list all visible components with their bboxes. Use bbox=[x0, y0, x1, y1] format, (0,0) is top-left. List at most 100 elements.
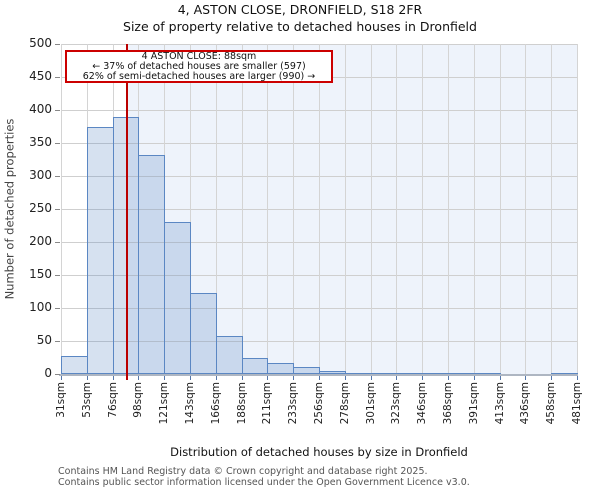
x-tick-label: 233sqm bbox=[287, 382, 300, 425]
x-tick-label: 346sqm bbox=[416, 382, 429, 425]
x-tick-label: 121sqm bbox=[158, 382, 171, 425]
property-size-marker-line bbox=[126, 44, 128, 380]
x-tick-mark bbox=[293, 376, 295, 380]
y-tick-label: 500 bbox=[29, 36, 52, 50]
x-tick-label: 323sqm bbox=[390, 382, 403, 425]
y-tick-mark bbox=[55, 176, 60, 177]
x-tick-label: 368sqm bbox=[442, 382, 454, 425]
histogram-bar bbox=[61, 356, 88, 374]
x-tick-label: 256sqm bbox=[313, 382, 325, 425]
v-gridline bbox=[473, 44, 475, 374]
histogram-bar bbox=[293, 366, 320, 374]
v-gridline bbox=[344, 44, 346, 374]
x-tick-mark bbox=[525, 376, 527, 380]
x-tick-mark bbox=[215, 376, 217, 380]
chart-subtitle: Size of property relative to detached ho… bbox=[123, 19, 477, 34]
y-tick-label: 400 bbox=[29, 102, 52, 116]
x-tick-mark bbox=[241, 376, 243, 380]
v-gridline bbox=[190, 44, 191, 374]
histogram-bar bbox=[164, 222, 191, 374]
y-tick-mark bbox=[55, 209, 60, 210]
y-tick-mark bbox=[55, 374, 60, 375]
v-gridline bbox=[293, 44, 295, 374]
v-gridline bbox=[448, 44, 449, 374]
x-tick-label: 391sqm bbox=[467, 382, 480, 425]
x-tick-label: 436sqm bbox=[519, 382, 532, 425]
v-gridline bbox=[525, 44, 527, 374]
chart-title: 4, ASTON CLOSE, DRONFIELD, S18 2FR bbox=[177, 2, 423, 17]
y-tick-label: 250 bbox=[29, 201, 52, 215]
x-tick-mark bbox=[577, 376, 578, 380]
annotation-box: 4 ASTON CLOSE: 88sqm ← 37% of detached h… bbox=[65, 50, 333, 83]
footer-line-1: Contains HM Land Registry data © Crown c… bbox=[58, 466, 428, 477]
y-tick-label: 100 bbox=[29, 300, 52, 314]
y-tick-label: 350 bbox=[29, 135, 52, 149]
y-tick-label: 450 bbox=[29, 69, 52, 83]
annotation-property: 4 ASTON CLOSE: 88sqm bbox=[141, 51, 257, 62]
histogram-bar bbox=[215, 335, 243, 374]
v-gridline bbox=[577, 44, 578, 374]
v-gridline bbox=[241, 44, 243, 374]
y-tick-mark bbox=[55, 44, 60, 45]
footer-line-2: Contains public sector information licen… bbox=[58, 476, 470, 488]
v-gridline bbox=[551, 44, 553, 374]
y-tick-label: 200 bbox=[29, 234, 52, 248]
v-gridline bbox=[319, 44, 320, 374]
x-tick-mark bbox=[551, 376, 553, 380]
x-tick-label: 98sqm bbox=[132, 382, 145, 418]
x-tick-mark bbox=[138, 376, 140, 380]
v-gridline bbox=[499, 44, 501, 374]
x-tick-mark bbox=[499, 376, 501, 380]
histogram-bar bbox=[241, 357, 269, 374]
v-gridline bbox=[396, 44, 398, 374]
x-tick-mark bbox=[267, 376, 269, 380]
y-tick-label: 300 bbox=[29, 168, 52, 182]
x-axis-title: Distribution of detached houses by size … bbox=[170, 445, 468, 459]
x-tick-mark bbox=[422, 376, 424, 380]
x-tick-mark bbox=[190, 376, 191, 380]
y-tick-label: 0 bbox=[44, 366, 52, 380]
histogram-bar bbox=[86, 126, 114, 374]
x-tick-label: 76sqm bbox=[106, 382, 119, 418]
histogram-bar bbox=[190, 292, 217, 374]
histogram-bar bbox=[267, 362, 295, 374]
x-tick-mark bbox=[448, 376, 449, 380]
v-gridline bbox=[61, 44, 62, 374]
x-tick-mark bbox=[319, 376, 320, 380]
x-tick-mark bbox=[112, 376, 114, 380]
y-tick-mark bbox=[55, 110, 60, 111]
x-tick-label: 278sqm bbox=[338, 382, 351, 425]
y-tick-mark bbox=[55, 275, 60, 276]
y-tick-label: 150 bbox=[29, 267, 52, 281]
x-tick-mark bbox=[396, 376, 398, 380]
x-tick-mark bbox=[86, 376, 88, 380]
v-gridline bbox=[267, 44, 269, 374]
v-gridline bbox=[215, 44, 217, 374]
x-tick-label: 188sqm bbox=[235, 382, 248, 425]
footer: Contains HM Land Registry data © Crown c… bbox=[58, 466, 470, 488]
x-tick-mark bbox=[164, 376, 166, 380]
x-tick-label: 211sqm bbox=[261, 382, 274, 425]
v-gridline bbox=[422, 44, 424, 374]
y-tick-mark bbox=[55, 143, 60, 144]
y-tick-mark bbox=[55, 341, 60, 342]
x-tick-label: 166sqm bbox=[209, 382, 222, 425]
x-tick-mark bbox=[370, 376, 372, 380]
x-tick-label: 481sqm bbox=[571, 382, 583, 425]
x-tick-label: 53sqm bbox=[80, 382, 93, 418]
x-tick-label: 31sqm bbox=[55, 382, 67, 418]
v-gridline bbox=[370, 44, 372, 374]
y-tick-mark bbox=[55, 242, 60, 243]
x-tick-label: 301sqm bbox=[364, 382, 377, 425]
y-tick-mark bbox=[55, 308, 60, 309]
y-tick-label: 50 bbox=[36, 333, 52, 347]
x-tick-label: 143sqm bbox=[184, 382, 196, 425]
annotation-smaller: ← 37% of detached houses are smaller (59… bbox=[92, 61, 306, 73]
x-tick-label: 458sqm bbox=[545, 382, 558, 425]
x-axis-line bbox=[59, 374, 578, 376]
annotation-larger: 62% of semi-detached houses are larger (… bbox=[82, 71, 316, 83]
y-tick-mark bbox=[55, 77, 60, 78]
x-tick-mark bbox=[473, 376, 475, 380]
